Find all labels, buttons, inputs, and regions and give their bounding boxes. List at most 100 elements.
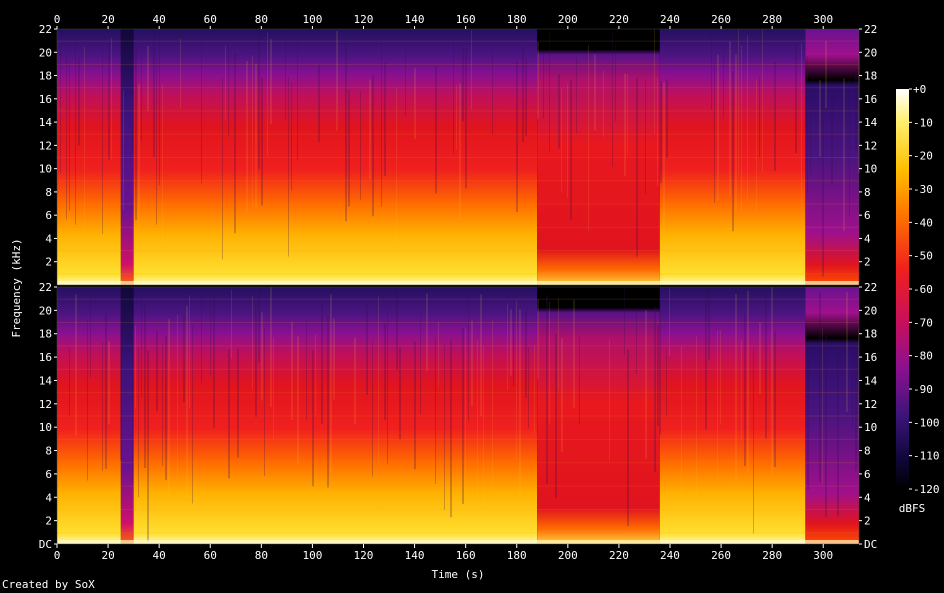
texture-streak [735, 54, 737, 212]
harmonic-line [57, 415, 859, 417]
y-tick-label-left: 12 [39, 139, 52, 152]
harmonic-line [57, 508, 859, 510]
texture-streak [456, 84, 457, 150]
y-tick-label-right: 18 [864, 328, 877, 341]
x-tick-label-top: 280 [762, 13, 782, 26]
texture-streak [756, 80, 757, 213]
texture-streak [315, 334, 316, 416]
texture-streak [747, 290, 749, 472]
texture-streak [636, 308, 637, 375]
texture-streak [570, 79, 572, 220]
texture-streak [210, 294, 211, 375]
texture-streak [516, 300, 517, 461]
texture-streak [291, 82, 292, 191]
segment-lowpass [537, 287, 660, 544]
texture-streak [801, 42, 802, 232]
y-tick-label-left: 4 [45, 232, 52, 245]
texture-streak [138, 84, 140, 231]
texture-streak [723, 44, 724, 118]
x-tick-label-top: 220 [609, 13, 629, 26]
y-tick-label-right: 6 [864, 209, 871, 222]
y-tick-label-right: 8 [864, 445, 871, 458]
texture-streak [471, 320, 473, 407]
colorbar-scale [896, 89, 909, 489]
y-tick-label-left: 8 [45, 186, 52, 199]
texture-streak [147, 350, 149, 542]
texture-streak [252, 295, 253, 389]
texture-streak [201, 293, 202, 383]
texture-streak [807, 55, 808, 194]
texture-streak [399, 347, 401, 440]
y-tick-label-right: 6 [864, 468, 871, 481]
texture-streak [102, 51, 103, 234]
harmonic-line [57, 462, 859, 464]
y-tick-label-left: 10 [39, 421, 52, 434]
texture-streak [588, 44, 589, 231]
texture-streak [69, 348, 70, 417]
colorbar-tick-label: -100 [913, 416, 940, 429]
texture-streak [258, 33, 260, 169]
texture-streak [507, 303, 508, 391]
texture-streak [132, 57, 133, 152]
segment-lowpass [537, 29, 660, 285]
x-tick-label-bottom: 0 [54, 549, 61, 562]
texture-streak [807, 343, 809, 490]
harmonic-line [57, 368, 859, 370]
texture-streak [405, 44, 406, 116]
texture-streak [228, 33, 229, 137]
y-tick-label-right: 12 [864, 398, 877, 411]
texture-streak [159, 30, 160, 186]
texture-streak [561, 338, 563, 452]
texture-streak [615, 45, 616, 122]
y-tick-label-right: 20 [864, 46, 877, 59]
texture-streak [255, 63, 257, 210]
texture-streak [765, 294, 767, 439]
texture-streak [369, 79, 371, 179]
texture-streak [141, 291, 142, 397]
texture-streak [627, 74, 628, 155]
x-tick-label-top: 260 [711, 13, 731, 26]
harmonic-line [57, 133, 859, 135]
harmonic-line [57, 40, 859, 42]
texture-streak [345, 43, 347, 222]
texture-streak [654, 306, 656, 472]
texture-streak [66, 55, 67, 220]
texture-streak [372, 74, 374, 217]
texture-streak [108, 44, 110, 160]
texture-streak [825, 40, 827, 108]
texture-streak [666, 350, 667, 417]
y-tick-label-left: 14 [39, 374, 53, 387]
texture-streak [450, 339, 452, 518]
colorbar-tick-label: -110 [913, 450, 940, 463]
texture-streak [846, 292, 848, 412]
y-tick-label-right: 14 [864, 116, 878, 129]
x-tick-label-top: 100 [302, 13, 322, 26]
colorbar: +0 -10 -20 -30 -40 -50 -60 -70 -80 -90 -100 -110 -12… [896, 83, 940, 496]
texture-streak [183, 314, 185, 403]
texture-streak [78, 57, 80, 146]
y-tick-label-left: 18 [39, 70, 52, 83]
harmonic-line [57, 438, 859, 440]
colorbar-tick-label: -80 [913, 350, 933, 363]
y-tick-label-left: 16 [39, 351, 52, 364]
texture-streak [483, 345, 484, 507]
harmonic-line [57, 392, 859, 394]
texture-streak [534, 344, 535, 435]
x-tick-label-top: 0 [54, 13, 61, 26]
texture-streak [147, 46, 149, 111]
colorbar-tick-label: -120 [913, 483, 940, 496]
texture-streak [537, 299, 539, 380]
segment-loud [659, 287, 806, 544]
texture-streak [705, 290, 707, 430]
texture-streak [645, 310, 647, 460]
texture-streak [720, 330, 721, 425]
texture-streak [576, 57, 577, 134]
texture-streak [132, 343, 133, 485]
texture-streak [162, 342, 163, 467]
texture-streak [258, 289, 260, 363]
texture-streak [666, 79, 668, 159]
x-tick-label-bottom: 100 [302, 549, 322, 562]
y-tick-label-right: 2 [864, 515, 871, 528]
texture-streak [348, 89, 350, 207]
texture-streak [102, 342, 103, 471]
